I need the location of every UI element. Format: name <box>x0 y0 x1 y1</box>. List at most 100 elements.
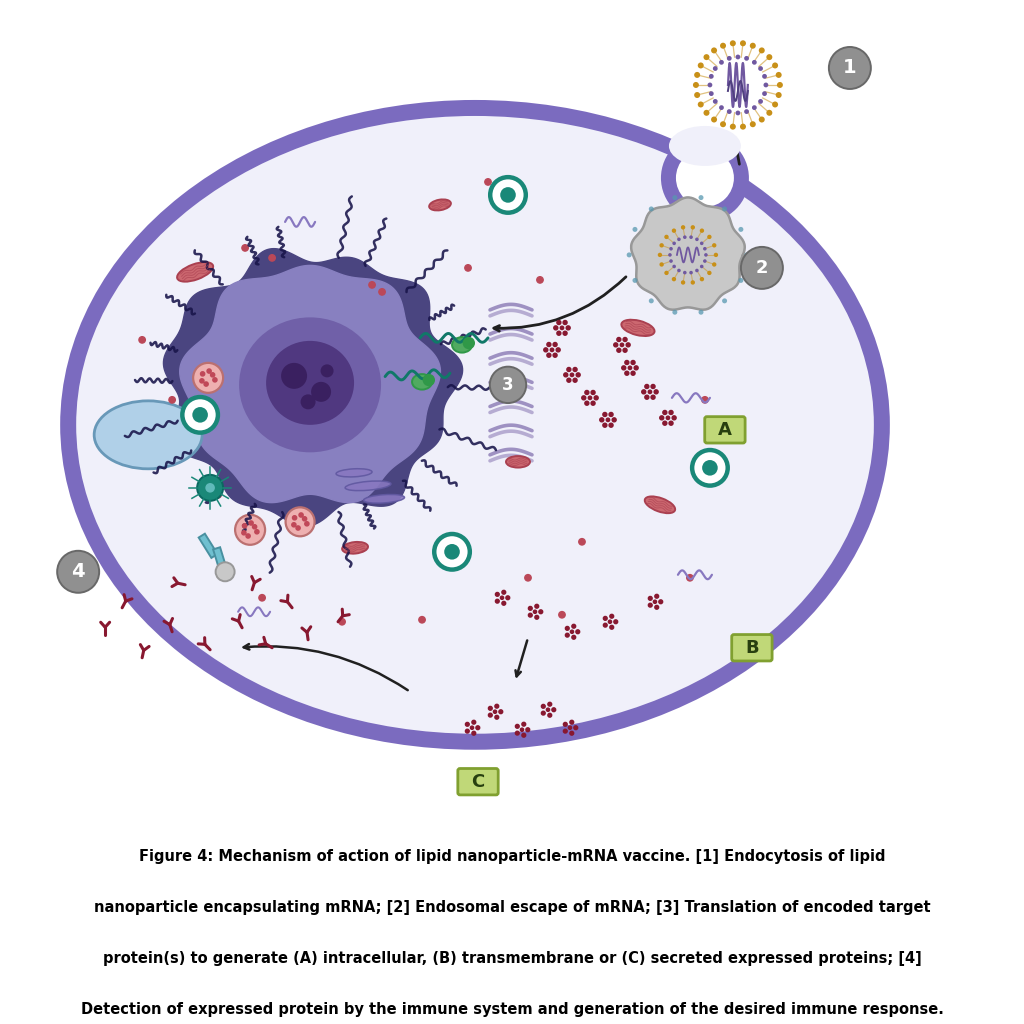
Text: B: B <box>745 639 759 656</box>
Circle shape <box>553 353 557 357</box>
Circle shape <box>687 574 693 581</box>
Circle shape <box>676 148 734 207</box>
Circle shape <box>539 610 543 613</box>
Circle shape <box>550 348 554 351</box>
Circle shape <box>591 390 595 394</box>
Circle shape <box>730 124 736 130</box>
Circle shape <box>193 408 208 423</box>
Circle shape <box>738 278 743 283</box>
Circle shape <box>683 236 687 239</box>
Circle shape <box>603 413 607 417</box>
Circle shape <box>699 276 705 282</box>
Circle shape <box>567 378 570 382</box>
Circle shape <box>488 714 493 717</box>
Circle shape <box>627 252 632 257</box>
Circle shape <box>215 492 221 498</box>
Polygon shape <box>164 249 463 526</box>
Circle shape <box>663 421 667 425</box>
Circle shape <box>699 228 705 232</box>
Circle shape <box>603 624 607 627</box>
Circle shape <box>434 534 470 569</box>
Circle shape <box>708 83 713 87</box>
Circle shape <box>681 281 685 285</box>
Circle shape <box>526 728 529 731</box>
Circle shape <box>573 726 578 730</box>
Circle shape <box>695 268 698 272</box>
Ellipse shape <box>336 469 372 477</box>
Circle shape <box>548 702 552 707</box>
Circle shape <box>292 522 296 527</box>
Circle shape <box>537 276 543 283</box>
Circle shape <box>735 111 740 116</box>
Circle shape <box>698 309 703 314</box>
Circle shape <box>741 247 783 289</box>
Ellipse shape <box>177 262 213 282</box>
Circle shape <box>758 67 763 71</box>
Circle shape <box>709 91 714 96</box>
Circle shape <box>542 712 545 715</box>
Circle shape <box>711 117 717 123</box>
Ellipse shape <box>94 400 202 469</box>
Circle shape <box>708 270 712 275</box>
Circle shape <box>213 378 217 382</box>
Circle shape <box>613 620 617 624</box>
Circle shape <box>305 521 309 526</box>
Circle shape <box>648 390 651 393</box>
Ellipse shape <box>429 200 451 210</box>
Circle shape <box>720 121 726 127</box>
Circle shape <box>269 255 275 261</box>
Circle shape <box>571 625 575 628</box>
Circle shape <box>708 234 712 240</box>
Polygon shape <box>180 265 440 503</box>
Circle shape <box>735 54 740 59</box>
Circle shape <box>588 396 592 399</box>
Circle shape <box>663 411 667 415</box>
Circle shape <box>677 238 681 241</box>
Circle shape <box>759 47 765 53</box>
Circle shape <box>660 134 749 222</box>
Circle shape <box>466 729 469 733</box>
Circle shape <box>669 421 673 425</box>
Circle shape <box>752 60 757 65</box>
Polygon shape <box>213 547 227 572</box>
Circle shape <box>556 348 560 352</box>
Circle shape <box>609 423 613 427</box>
Circle shape <box>568 726 571 729</box>
Circle shape <box>573 368 578 372</box>
Circle shape <box>703 110 710 116</box>
Text: C: C <box>471 773 484 791</box>
Circle shape <box>700 242 703 245</box>
Circle shape <box>673 264 676 268</box>
Circle shape <box>200 379 204 383</box>
Circle shape <box>744 252 750 257</box>
Polygon shape <box>631 198 744 309</box>
Circle shape <box>502 591 506 594</box>
Circle shape <box>559 611 565 617</box>
Circle shape <box>762 74 767 79</box>
Circle shape <box>591 401 595 406</box>
Text: protein(s) to generate (A) intracellular, (B) transmembrane or (C) secreted expr: protein(s) to generate (A) intracellular… <box>102 951 922 966</box>
Circle shape <box>762 91 767 96</box>
Circle shape <box>571 635 575 639</box>
Circle shape <box>727 110 732 114</box>
Circle shape <box>672 276 676 282</box>
Ellipse shape <box>266 341 354 425</box>
Ellipse shape <box>492 370 525 399</box>
Circle shape <box>465 264 471 271</box>
Circle shape <box>828 47 870 89</box>
Circle shape <box>648 603 652 607</box>
Circle shape <box>698 196 703 200</box>
Circle shape <box>311 382 331 401</box>
Circle shape <box>668 253 672 257</box>
Circle shape <box>654 605 658 609</box>
Circle shape <box>476 726 479 730</box>
Circle shape <box>719 60 724 65</box>
Circle shape <box>585 401 589 406</box>
Circle shape <box>547 709 550 712</box>
Circle shape <box>600 418 604 422</box>
Circle shape <box>775 72 781 78</box>
Circle shape <box>690 281 695 285</box>
Circle shape <box>649 207 653 211</box>
Circle shape <box>242 245 248 251</box>
Circle shape <box>259 595 265 601</box>
